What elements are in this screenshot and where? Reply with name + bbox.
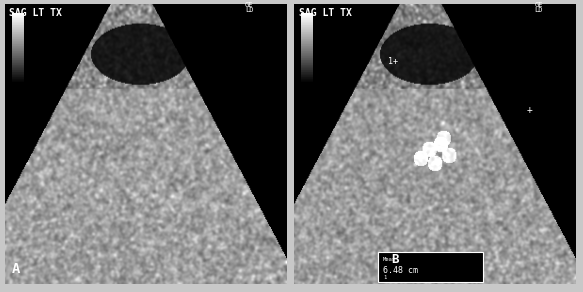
Text: +: + — [527, 105, 533, 114]
Text: GE
LD: GE LD — [534, 2, 543, 13]
Text: 1+: 1+ — [388, 58, 398, 67]
Text: A: A — [12, 262, 20, 276]
Text: GE
LD: GE LD — [245, 2, 254, 13]
FancyBboxPatch shape — [378, 252, 483, 282]
Text: Meas: Meas — [383, 257, 396, 262]
Text: 1: 1 — [383, 275, 387, 280]
Text: B: B — [392, 253, 399, 266]
Text: SAG LT TX: SAG LT TX — [298, 8, 352, 18]
Text: SAG LT TX: SAG LT TX — [9, 8, 62, 18]
Text: 6.48 cm: 6.48 cm — [383, 266, 418, 275]
